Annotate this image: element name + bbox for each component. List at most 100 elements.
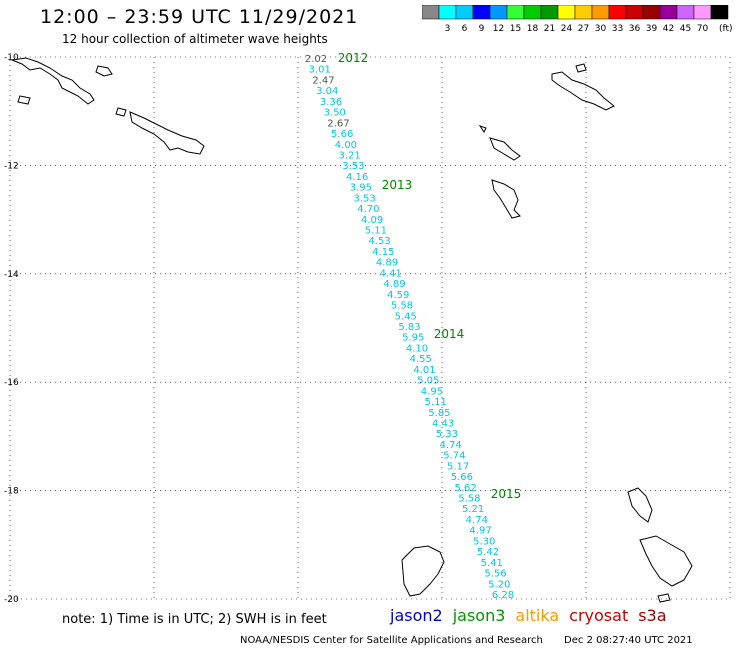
wave-height-value: 5.11 [425, 397, 447, 408]
wave-height-value: 2.02 [305, 54, 327, 65]
wave-height-value: 4.89 [383, 279, 405, 290]
wave-height-value: 5.58 [458, 494, 480, 505]
wave-height-value: 4.09 [361, 215, 383, 226]
wave-height-value: 2.47 [312, 75, 334, 86]
wave-height-value: 4.74 [466, 515, 488, 526]
scale-label: 21 [544, 24, 555, 34]
wave-height-value: 5.58 [391, 301, 413, 312]
wave-height-value: 5.41 [481, 558, 503, 569]
wave-height-value: 5.45 [395, 311, 417, 322]
satellite-name-jason2: jason2 [390, 606, 443, 625]
satellite-name-cryosat: cryosat [569, 606, 629, 625]
wave-height-value: 5.74 [443, 451, 465, 462]
latitude-label: -14 [4, 270, 19, 280]
wave-height-value: 4.53 [368, 236, 390, 247]
wave-height-value: 5.21 [462, 504, 484, 515]
wave-height-value: 3.53 [353, 193, 375, 204]
scale-label: 27 [578, 24, 589, 34]
latitude-label: -10 [4, 53, 19, 63]
wave-height-value: 3.53 [342, 161, 364, 172]
wave-height-value: 4.97 [469, 526, 491, 537]
coastline-islet-e [478, 125, 487, 133]
scale-label: 42 [663, 24, 674, 34]
wave-height-value: 5.42 [477, 547, 499, 558]
scale-label: 30 [595, 24, 607, 34]
credit-text: NOAA/NESDIS Center for Satellite Applica… [240, 635, 543, 646]
wave-height-value: 3.36 [320, 97, 342, 108]
latitude-label: -12 [4, 161, 19, 171]
coastline-islet-f [657, 593, 671, 603]
scale-unit: (ft) [719, 24, 732, 34]
wave-height-value: 4.74 [440, 440, 462, 451]
scale-label: 39 [646, 24, 658, 34]
wave-height-value: 5.05 [417, 376, 439, 387]
wave-height-value: 4.00 [335, 140, 357, 151]
wave-height-value: 4.89 [376, 258, 398, 269]
footer-note: note: 1) Time is in UTC; 2) SWH is in fe… [62, 612, 327, 627]
scale-label: 18 [527, 24, 539, 34]
latitude-label: -20 [4, 595, 19, 605]
wave-height-value: 4.55 [410, 354, 432, 365]
coastline-south-island [401, 545, 445, 597]
wave-height-value: 4.15 [372, 247, 394, 258]
map-subtitle: 12 hour collection of altimeter wave hei… [62, 32, 328, 46]
satellite-legend: jason2 jason3 altika cryosat s3a [390, 606, 677, 625]
coastline-islet-a [115, 107, 127, 117]
wave-height-value: 4.41 [380, 268, 402, 279]
wave-height-value: 3.04 [316, 86, 338, 97]
wave-height-value: 3.50 [324, 108, 346, 119]
latitude-label: -18 [4, 487, 19, 497]
coastline-west-islands [10, 57, 95, 105]
credit-line: NOAA/NESDIS Center for Satellite Applica… [240, 635, 711, 646]
satellite-track: 2.023.012.473.043.363.502.675.664.003.21… [305, 51, 521, 601]
coastline-new-britain [129, 111, 205, 155]
coastlines [10, 57, 693, 603]
wave-height-value: 4.59 [387, 290, 409, 301]
coastline-islet-d [489, 137, 521, 161]
satellite-name-jason3: jason3 [452, 606, 506, 625]
wave-height-value: 4.01 [413, 365, 435, 376]
wave-height-value: 2.67 [327, 118, 349, 129]
wave-height-value: 3.01 [309, 65, 331, 76]
scale-label: 24 [561, 24, 573, 34]
coastline-west-islands-2 [95, 65, 113, 77]
wave-height-value: 5.56 [484, 569, 506, 580]
coastline-southeast-island-2 [639, 535, 693, 587]
coastline-southeast-island [627, 487, 653, 523]
wave-height-value: 5.95 [402, 333, 424, 344]
hour-label: 2013 [382, 178, 413, 192]
scale-label: 9 [479, 24, 485, 34]
wave-height-value: 4.10 [406, 343, 428, 354]
scale-label: 45 [680, 24, 691, 34]
wave-height-value: 5.11 [365, 226, 387, 237]
wave-height-value: 3.21 [339, 150, 361, 161]
wave-height-value: 6.28 [492, 590, 514, 601]
wave-height-value: 5.62 [454, 483, 476, 494]
coastline-islet-c [575, 63, 587, 73]
scale-label: 70 [697, 24, 709, 34]
wave-height-value: 3.95 [350, 183, 372, 194]
map-title: 12:00 – 23:59 UTC 11/29/2021 [40, 6, 359, 28]
wave-height-value: 4.16 [346, 172, 368, 183]
scale-label: 33 [612, 24, 623, 34]
wave-height-value: 5.17 [447, 461, 469, 472]
scale-label: 6 [462, 24, 468, 34]
coastline-east-ridge [491, 179, 521, 219]
wave-height-value: 5.66 [331, 129, 353, 140]
latitude-label: -16 [4, 378, 19, 388]
lat-lon-grid [9, 56, 731, 600]
wave-height-color-scale: 3 6 9 12 15 18 21 24 27 30 33 36 39 42 45 70 (ft) [422, 5, 732, 34]
map-frame [9, 56, 731, 600]
wave-height-value: 4.95 [421, 386, 443, 397]
wave-height-value: 5.85 [428, 408, 450, 419]
axis-tick-labels: 150153156159162165-10-12-14-16-18-20 [4, 53, 19, 605]
hour-label: 2015 [491, 487, 522, 501]
scale-label: 36 [629, 24, 641, 34]
color-swatch [710, 5, 729, 20]
altimeter-map: 2.023.012.473.043.363.502.675.664.003.21… [4, 51, 731, 605]
wave-height-value: 5.33 [436, 429, 458, 440]
scale-label: 3 [445, 24, 451, 34]
scale-label: 12 [493, 24, 504, 34]
satellite-name-altika: altika [515, 606, 560, 625]
credit-timestamp: Dec 2 08:27:40 UTC 2021 [564, 635, 693, 646]
